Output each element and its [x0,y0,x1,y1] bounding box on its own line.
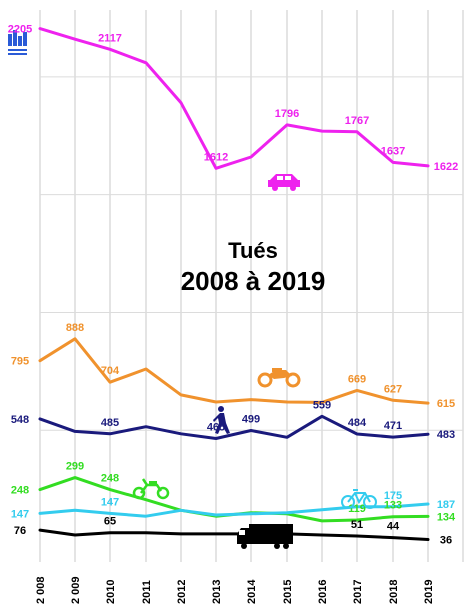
x-tick-label: 2011 [141,580,153,604]
data-label-pedestrian: 559 [313,399,331,411]
chart-subtitle: 2008 à 2019 [181,266,326,296]
data-label-truck: 51 [351,519,363,531]
data-label-motorcycle: 888 [66,322,84,334]
series-line-motorcycle [38,337,430,405]
x-tick-labels: 2 008 2 009 2010 2011 2012 2013 2014 2015 2016 20… [35,576,435,604]
data-label-truck: 76 [14,525,26,537]
series-line-pedestrian [38,414,430,440]
moped-icon [132,478,170,500]
data-label-motorcycle: 795 [11,356,29,368]
data-label-truck: 65 [104,516,116,528]
data-label-bicycle: 147 [11,508,29,520]
data-label-pedestrian: 484 [348,417,367,429]
x-tick-label: 2 008 [35,576,47,604]
data-label-car: 1796 [275,108,299,120]
data-label-motorcycle: 704 [101,365,120,377]
x-tick-label: 2012 [176,580,188,604]
data-label-pedestrian: 499 [242,414,260,426]
data-label-motorcycle: 669 [348,373,366,385]
vertical-gridlines [39,10,464,562]
data-label-car: 2117 [98,32,122,44]
data-label-car: 1622 [434,161,458,173]
truck-icon [237,524,293,549]
data-label-bicycle: 187 [437,499,455,511]
pedestrian-icon [213,406,230,434]
x-tick-label: 2010 [105,580,117,604]
data-label-moped: 248 [11,485,29,497]
chart-title: Tués [228,238,278,263]
data-label-bicycle: 175 [384,490,402,502]
data-label-pedestrian: 485 [101,417,119,429]
x-tick-label: 2014 [246,579,258,604]
data-label-car: 2205 [8,24,32,36]
data-label-car: 1767 [345,115,369,127]
series-line-truck [38,528,430,541]
data-label-moped: 248 [101,473,119,485]
logo [8,30,27,55]
data-labels: 2205 2117 1612 1796 1767 1637 1622 795 888 704 669… [8,24,458,547]
series-lines [38,27,430,541]
series-line-car [38,27,430,170]
x-tick-label: 2017 [352,580,364,604]
data-label-pedestrian: 483 [437,429,455,441]
data-label-pedestrian: 471 [384,420,402,432]
x-tick-label: 2016 [317,580,329,604]
data-label-bicycle: 147 [101,496,119,508]
data-label-moped: 119 [348,503,366,515]
series-line-bicycle [38,502,430,518]
data-label-motorcycle: 615 [437,398,455,410]
data-label-moped: 133 [384,500,402,512]
data-label-truck: 36 [440,535,452,547]
x-tick-label: 2019 [423,580,435,604]
data-label-moped: 134 [437,511,456,523]
motorcycle-icon [257,368,301,388]
data-label-pedestrian: 548 [11,414,29,426]
data-label-truck: 44 [387,521,400,533]
x-tick-label: 2018 [388,580,400,604]
x-tick-label: 2015 [282,580,294,604]
data-label-car: 1612 [204,151,228,163]
data-label-moped: 299 [66,461,84,473]
car-icon [268,174,300,191]
bicycle-icon [341,489,377,509]
data-label-motorcycle: 627 [384,383,402,395]
data-label-car: 1637 [381,145,405,157]
x-tick-label: 2 009 [70,576,82,604]
x-tick-label: 2013 [211,580,223,604]
